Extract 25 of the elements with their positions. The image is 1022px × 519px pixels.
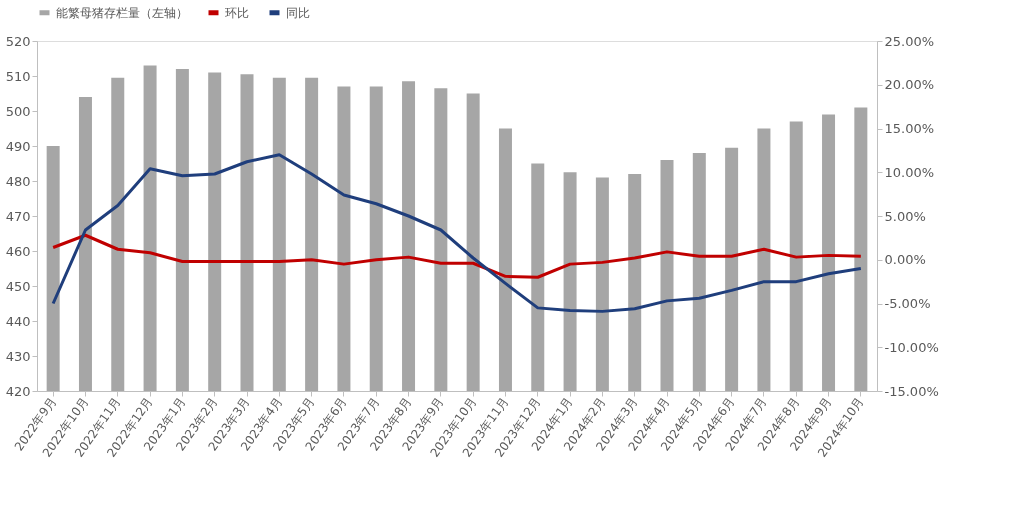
y-tick-label: 450 xyxy=(5,278,31,294)
y2-tick-label: 25.00% xyxy=(884,33,935,49)
y-tick-label: 500 xyxy=(5,103,31,119)
y2-tick-label: 10.00% xyxy=(884,164,935,180)
y-tick-label: 480 xyxy=(5,173,31,189)
y2-tick-label: 5.00% xyxy=(884,208,926,224)
y-tick-label: 460 xyxy=(5,243,31,259)
y-tick-label: 510 xyxy=(5,68,31,84)
line-series xyxy=(51,233,863,279)
y2-tick-label: 15.00% xyxy=(884,121,935,136)
y-tick-label: 470 xyxy=(5,208,31,224)
legend-label: 环比 xyxy=(225,5,249,20)
legend-label: 同比 xyxy=(286,5,310,20)
y-tick-label: 420 xyxy=(5,383,31,399)
y2-tick-label: 20.00% xyxy=(884,77,935,93)
y2-tick-label: -15.00% xyxy=(884,383,939,399)
y-tick-label: 520 xyxy=(5,33,31,49)
y-tick-label: 440 xyxy=(5,313,31,329)
line-series xyxy=(51,153,863,313)
y2-tick-label: -5.00% xyxy=(884,296,931,311)
y-tick-label: 490 xyxy=(5,138,31,154)
y2-tick-label: -10.00% xyxy=(884,339,939,355)
legend-label: 能繁母猪存栏量（左轴） xyxy=(56,5,188,20)
y-tick-label: 430 xyxy=(5,348,31,364)
y2-tick-label: 0.00% xyxy=(884,252,926,268)
